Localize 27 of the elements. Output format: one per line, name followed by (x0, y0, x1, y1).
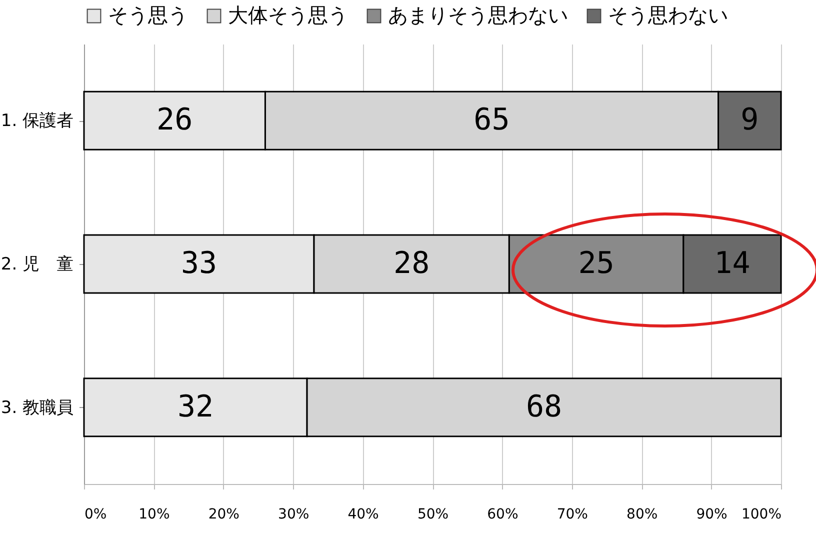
x-tick-label: 100% (741, 506, 782, 522)
x-tick-label: 90% (696, 506, 728, 522)
data-label: 25 (578, 246, 614, 281)
x-tick-label: 40% (348, 506, 379, 522)
x-tick-label: 20% (208, 506, 240, 522)
x-tick-label: 30% (278, 506, 310, 522)
x-tick-label: 0% (84, 506, 107, 522)
y-tick-label: 2. 児 童 (0, 254, 74, 274)
data-label: 68 (526, 389, 562, 424)
y-tick-label: 1. 保護者 (0, 111, 74, 132)
x-tick-label: 80% (626, 506, 658, 522)
data-label: 26 (156, 102, 193, 138)
x-tick-label: 60% (487, 506, 518, 522)
data-label: 32 (177, 389, 214, 424)
data-label: 9 (740, 102, 759, 138)
data-label: 14 (714, 246, 750, 281)
legend-label: あまりそう思わない (388, 3, 568, 27)
legend-label: 大体そう思う (228, 3, 348, 27)
x-tick-label: 10% (138, 506, 170, 522)
y-tick-label: 3. 教職員 (0, 398, 74, 418)
data-label: 33 (180, 246, 218, 281)
data-label: 28 (394, 246, 430, 281)
x-tick-label: 50% (417, 506, 449, 522)
legend-label: そう思わない (608, 3, 728, 27)
x-tick-label: 70% (556, 506, 588, 522)
legend-label: そう思う (108, 3, 188, 27)
data-label: 65 (474, 102, 510, 138)
